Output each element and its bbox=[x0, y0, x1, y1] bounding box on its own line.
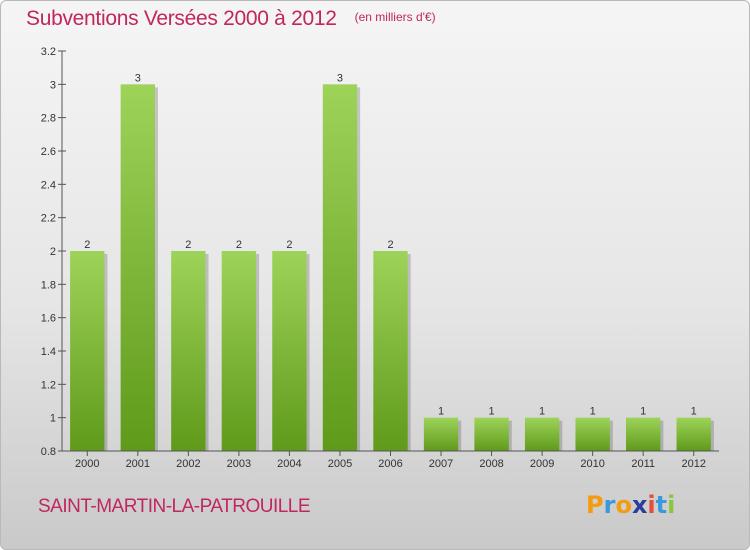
y-tick-label: 1.2 bbox=[41, 379, 56, 391]
x-tick-label: 2001 bbox=[126, 458, 150, 470]
logo-letter: o bbox=[615, 491, 632, 519]
data-label: 1 bbox=[590, 406, 596, 418]
data-label: 1 bbox=[691, 406, 697, 418]
data-label: 3 bbox=[337, 72, 343, 84]
y-tick-label: 2.8 bbox=[41, 113, 56, 125]
bar bbox=[272, 251, 307, 451]
y-tick-label: 2.6 bbox=[41, 146, 56, 158]
data-label: 2 bbox=[185, 239, 191, 251]
data-label: 2 bbox=[236, 239, 242, 251]
bar bbox=[322, 84, 358, 451]
data-label: 3 bbox=[135, 72, 141, 84]
data-label: 2 bbox=[286, 239, 292, 251]
bar bbox=[171, 251, 206, 451]
y-tick-label: 1.6 bbox=[41, 313, 56, 325]
x-tick-label: 2003 bbox=[227, 458, 251, 470]
bar bbox=[423, 417, 459, 451]
x-tick-label: 2012 bbox=[681, 458, 705, 470]
y-tick-label: 2.4 bbox=[41, 179, 56, 191]
x-tick-label: 2009 bbox=[530, 458, 554, 470]
data-label: 2 bbox=[387, 239, 393, 251]
x-tick-label: 2002 bbox=[176, 458, 200, 470]
x-tick-label: 2000 bbox=[75, 458, 99, 470]
data-label: 2 bbox=[84, 239, 90, 251]
bar bbox=[575, 417, 610, 451]
y-tick-label: 3 bbox=[50, 79, 56, 91]
y-tick-label: 3.2 bbox=[41, 46, 56, 58]
bar bbox=[626, 417, 661, 451]
x-tick-label: 2005 bbox=[328, 458, 352, 470]
data-label: 1 bbox=[640, 406, 646, 418]
title-block: Subventions Versées 2000 à 2012 (en mill… bbox=[26, 7, 436, 31]
chart-title: Subventions Versées 2000 à 2012 bbox=[26, 7, 337, 30]
y-tick-label: 0.8 bbox=[41, 446, 56, 458]
bar bbox=[70, 251, 105, 451]
proxiti-logo: Proxiti bbox=[586, 491, 675, 519]
y-tick-label: 1.4 bbox=[41, 346, 56, 358]
data-label: 1 bbox=[539, 406, 545, 418]
bar bbox=[676, 417, 711, 451]
y-tick-label: 1.8 bbox=[41, 279, 56, 291]
x-tick-label: 2011 bbox=[631, 458, 655, 470]
y-tick-label: 1 bbox=[50, 413, 56, 425]
axes-group: 0.8 1 1.2 1.4 1.6 1.8 2 2.2 2.4 2.6 2.8 3 3.2 2000 200… bbox=[41, 46, 719, 470]
bar bbox=[120, 84, 155, 451]
logo-letter: x bbox=[631, 491, 648, 519]
commune-name: SAINT-MARTIN-LA-PATROUILLE bbox=[38, 496, 311, 517]
x-tick-label: 2010 bbox=[580, 458, 604, 470]
y-tick-label: 2 bbox=[50, 246, 56, 258]
bar bbox=[474, 417, 509, 451]
x-tick-label: 2008 bbox=[479, 458, 503, 470]
logo-letter: i bbox=[647, 491, 656, 519]
data-label: 1 bbox=[438, 406, 444, 418]
logo-letter: r bbox=[603, 491, 616, 519]
logo-letter: i bbox=[667, 491, 676, 519]
bar bbox=[373, 251, 408, 451]
logo-letter: P bbox=[586, 491, 604, 519]
x-tick-label: 2004 bbox=[277, 458, 301, 470]
x-tick-label: 2007 bbox=[429, 458, 453, 470]
data-label: 1 bbox=[489, 406, 495, 418]
y-tick-label: 2.2 bbox=[41, 213, 56, 225]
bar bbox=[524, 417, 560, 451]
logo-letter: t bbox=[655, 491, 668, 519]
bars-group: 2 3 2 2 2 3 2 1 1 1 1 1 1 bbox=[70, 72, 714, 451]
bar bbox=[221, 251, 257, 451]
chart-subtitle: (en milliers d'€) bbox=[354, 10, 436, 24]
x-tick-label: 2006 bbox=[378, 458, 402, 470]
